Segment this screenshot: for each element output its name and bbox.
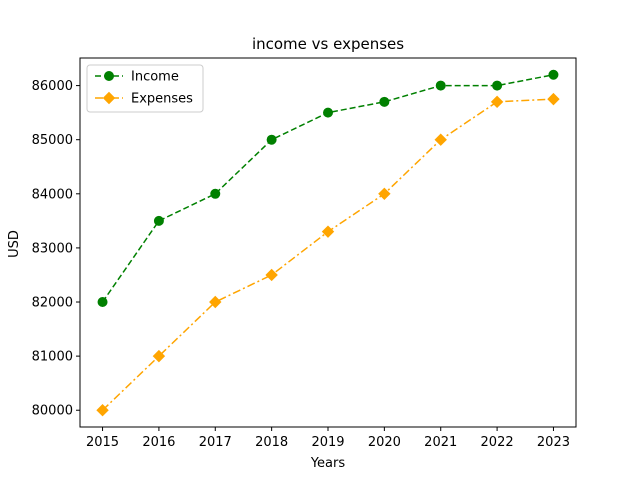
x-tick-label: 2023 (537, 435, 570, 450)
x-tick-label: 2021 (424, 435, 457, 450)
income-data-point (266, 134, 277, 145)
x-tick-label: 2018 (255, 435, 288, 450)
income-data-point (548, 69, 559, 80)
income-data-point (492, 80, 503, 91)
x-tick-label: 2016 (142, 435, 175, 450)
axes-frame (79, 57, 577, 428)
y-tick-label: 80000 (32, 404, 73, 419)
expenses-data-point (434, 133, 447, 146)
legend: Income Expenses (86, 64, 204, 113)
income-data-point (323, 107, 333, 118)
income-data-point (379, 96, 390, 107)
income-data-point (435, 80, 446, 91)
x-tick-label: 2020 (368, 435, 401, 450)
x-tick-label: 2022 (481, 435, 514, 450)
x-tick-label: 2015 (86, 435, 119, 450)
income-data-point (97, 297, 108, 308)
y-tick-label: 81000 (32, 350, 73, 365)
plot-area: 2015 2016 2017 2018 2019 2020 2021 2022 2023 8000… (32, 69, 570, 450)
y-tick-label: 86000 (32, 79, 73, 94)
expenses-data-point (265, 268, 278, 282)
legend-expenses-label: Expenses (131, 92, 193, 107)
y-tick-label: 85000 (32, 133, 73, 148)
y-tick-label: 84000 (32, 187, 73, 202)
legend-expenses-marker (102, 91, 116, 105)
expenses-data-point (490, 95, 504, 109)
expenses-data-point (152, 349, 166, 363)
expenses-data-point (96, 404, 109, 417)
income-data-point (210, 188, 221, 199)
expenses-data-point (378, 187, 391, 201)
y-tick-label: 83000 (32, 241, 73, 256)
legend-income-label: Income (131, 70, 179, 85)
income-data-point (153, 215, 164, 226)
chart-title: income vs expenses (252, 35, 404, 53)
legend-income-marker (104, 71, 114, 81)
x-tick-label: 2019 (311, 435, 344, 450)
y-axis-label: USD (7, 230, 22, 258)
expenses-data-point (321, 225, 335, 238)
x-tick-label: 2017 (199, 435, 232, 450)
expenses-data-point (547, 92, 560, 106)
expenses-data-point (209, 295, 222, 309)
y-tick-label: 82000 (32, 296, 73, 311)
x-axis-label: Years (310, 456, 346, 471)
